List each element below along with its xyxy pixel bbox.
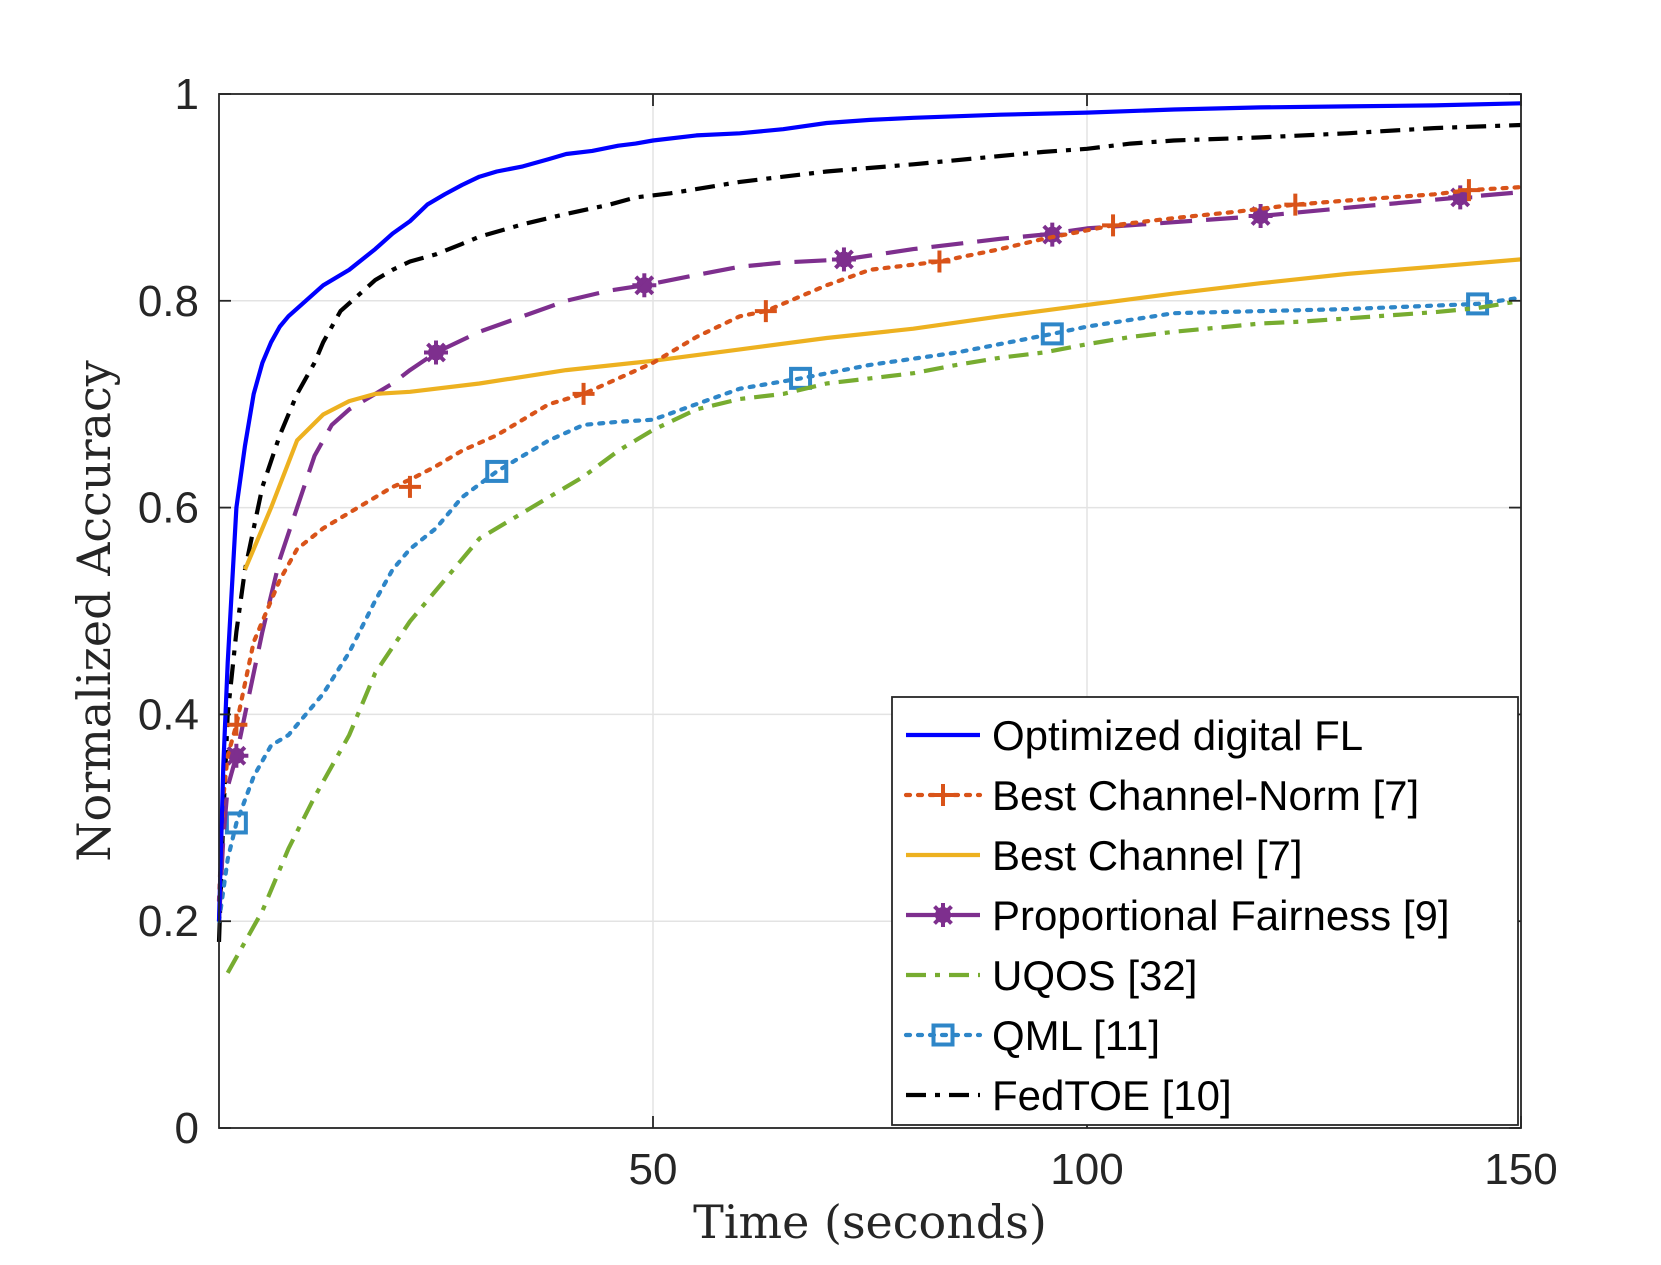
- series-line: [216, 185, 1524, 903]
- square-marker: [931, 1023, 955, 1047]
- plus-marker: [398, 475, 421, 498]
- legend-label: UQOS [32]: [992, 952, 1197, 999]
- plus-marker: [754, 300, 777, 323]
- plus-marker: [1102, 214, 1125, 237]
- series-uqos-32: [225, 298, 1522, 974]
- legend-label: Best Channel [7]: [992, 832, 1303, 879]
- plot-series: [216, 101, 1524, 974]
- legend-box: [891, 696, 1519, 1126]
- series-line: [216, 190, 1522, 922]
- legend-label: QML [11]: [992, 1012, 1160, 1059]
- series-optimized-digital-fl: [216, 101, 1522, 922]
- legend-entry-qml-11: QML [11]: [903, 1012, 1160, 1059]
- axes: 50 100 150 0 0.2 0.4 0.6 0.8 1: [138, 70, 1558, 1194]
- series-fedtoe-10: [216, 122, 1522, 942]
- square-marker: [1040, 322, 1064, 346]
- plus-marker: [1457, 179, 1480, 202]
- series-qml-11: [216, 292, 1524, 924]
- y-tick-label: 0.4: [138, 690, 199, 739]
- series-line: [216, 295, 1524, 924]
- series-line: [216, 101, 1522, 922]
- y-tick-label: 0.6: [138, 484, 199, 533]
- star-marker: [424, 340, 448, 365]
- x-tick-label: 50: [629, 1145, 678, 1194]
- x-tick-label: 150: [1484, 1145, 1557, 1194]
- y-tick-label: 0: [175, 1104, 199, 1153]
- y-tick-label: 1: [175, 70, 199, 119]
- star-marker: [831, 247, 856, 272]
- legend-label: FedTOE [10]: [992, 1072, 1232, 1119]
- legend-entry-best-channel-norm-7: Best Channel-Norm [7]: [903, 772, 1419, 819]
- series-line: [225, 298, 1522, 974]
- star-marker: [931, 903, 955, 927]
- square-marker: [224, 811, 248, 835]
- plus-marker: [928, 250, 951, 273]
- plus-marker: [572, 382, 595, 405]
- legend-label: Proportional Fairness [9]: [992, 892, 1450, 939]
- legend: Optimized digital FL Best Channel-Norm [7…: [891, 696, 1519, 1126]
- series-best-channel-norm-7: [216, 179, 1524, 903]
- legend-label: Best Channel-Norm [7]: [992, 772, 1419, 819]
- series-line: [216, 122, 1522, 942]
- plus-marker: [1284, 193, 1307, 216]
- axes-box: [218, 93, 1522, 1129]
- x-axis-label: Time (seconds): [693, 1195, 1047, 1249]
- y-tick-label: 0.2: [138, 897, 199, 946]
- legend-entry-best-channel-7: Best Channel [7]: [906, 832, 1303, 879]
- legend-label: Optimized digital FL: [992, 712, 1363, 759]
- legend-entry-optimized-digital-fl: Optimized digital FL: [906, 712, 1363, 759]
- square-marker: [1466, 292, 1490, 316]
- square-marker: [485, 459, 509, 483]
- y-tick-label: 0.8: [138, 277, 199, 326]
- legend-entry-fedtoe-10: FedTOE [10]: [906, 1072, 1232, 1119]
- x-tick-label: 100: [1050, 1145, 1123, 1194]
- plus-marker: [932, 784, 954, 806]
- star-marker: [632, 273, 657, 298]
- legend-entry-proportional-fairness-9: Proportional Fairness [9]: [906, 892, 1450, 939]
- plus-marker: [225, 713, 248, 736]
- y-axis-label: Normalized Accuracy: [67, 360, 121, 861]
- legend-entry-uqos-32: UQOS [32]: [906, 952, 1197, 999]
